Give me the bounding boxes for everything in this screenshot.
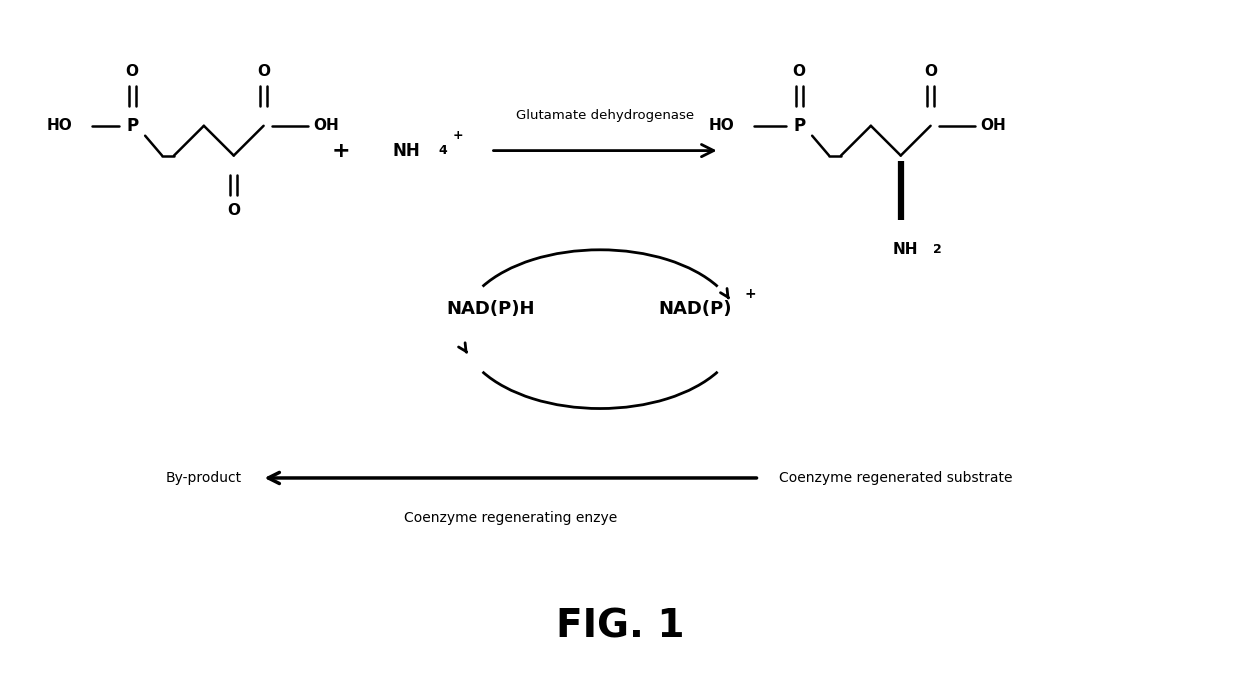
Text: OH: OH bbox=[314, 118, 339, 134]
Text: NH: NH bbox=[392, 142, 420, 159]
Text: +: + bbox=[744, 287, 756, 301]
Text: Coenzyme regenerated substrate: Coenzyme regenerated substrate bbox=[779, 471, 1013, 485]
Text: HO: HO bbox=[47, 118, 72, 134]
Text: +: + bbox=[453, 129, 464, 142]
Text: O: O bbox=[792, 64, 806, 79]
Text: P: P bbox=[794, 117, 805, 135]
Text: By-product: By-product bbox=[166, 471, 242, 485]
Text: NH: NH bbox=[893, 243, 919, 257]
Text: Glutamate dehydrogenase: Glutamate dehydrogenase bbox=[516, 109, 694, 122]
Text: OH: OH bbox=[981, 118, 1006, 134]
Text: P: P bbox=[126, 117, 138, 135]
Text: 2: 2 bbox=[932, 243, 941, 257]
Text: O: O bbox=[924, 64, 937, 79]
Text: +: + bbox=[332, 140, 351, 161]
Text: NAD(P): NAD(P) bbox=[658, 301, 732, 318]
Text: O: O bbox=[227, 203, 241, 217]
Text: O: O bbox=[257, 64, 270, 79]
Text: HO: HO bbox=[709, 118, 734, 134]
Text: FIG. 1: FIG. 1 bbox=[556, 607, 684, 646]
Text: O: O bbox=[125, 64, 139, 79]
Text: NAD(P)H: NAD(P)H bbox=[446, 301, 534, 318]
Text: Coenzyme regenerating enzye: Coenzyme regenerating enzye bbox=[404, 511, 618, 525]
Text: 4: 4 bbox=[439, 144, 448, 157]
